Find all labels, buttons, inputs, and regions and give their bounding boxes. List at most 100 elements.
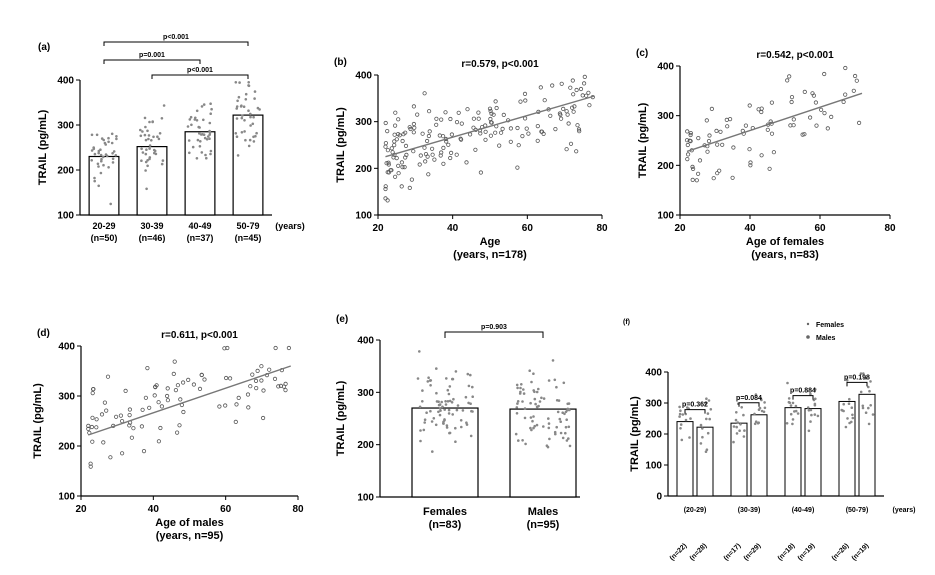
category-n-label: (n=50) bbox=[91, 233, 118, 243]
scatter-point bbox=[224, 404, 227, 407]
data-point bbox=[739, 423, 742, 426]
data-point bbox=[93, 177, 96, 180]
data-point bbox=[249, 124, 252, 127]
data-point bbox=[243, 105, 246, 108]
scatter-point bbox=[412, 150, 415, 153]
data-point bbox=[532, 415, 535, 418]
data-point bbox=[554, 433, 557, 436]
scatter-point bbox=[494, 131, 497, 134]
scatter-point bbox=[808, 116, 811, 119]
scatter-point bbox=[424, 160, 427, 163]
data-point bbox=[209, 122, 212, 125]
data-point bbox=[521, 439, 524, 442]
scatter-point bbox=[431, 153, 434, 156]
data-point bbox=[145, 153, 148, 156]
panel-label: (a) bbox=[38, 42, 50, 53]
scatter-point bbox=[460, 122, 463, 125]
data-point bbox=[154, 150, 157, 153]
y-tick-label: 100 bbox=[355, 211, 372, 222]
scatter-point bbox=[260, 379, 263, 382]
data-point bbox=[241, 114, 244, 117]
scatter-point bbox=[435, 117, 438, 120]
scatter-point bbox=[160, 405, 163, 408]
scatter-point bbox=[413, 126, 416, 129]
group-label: (20-29) bbox=[684, 507, 707, 514]
scatter-point bbox=[246, 393, 249, 396]
y-tick-label: 200 bbox=[355, 164, 372, 175]
y-tick-label: 400 bbox=[357, 336, 374, 347]
data-point bbox=[140, 159, 143, 162]
scatter-point bbox=[569, 142, 572, 145]
data-point bbox=[705, 418, 708, 421]
category-label: 50-79 bbox=[236, 221, 259, 231]
scatter-point bbox=[172, 372, 175, 375]
data-point bbox=[241, 117, 244, 120]
scatter-point bbox=[428, 130, 431, 133]
scatter-point bbox=[427, 134, 430, 137]
scatter-point bbox=[178, 424, 181, 427]
group-n-label: (n=18) bbox=[777, 542, 797, 562]
scatter-point bbox=[165, 394, 168, 397]
category-label: 30-39 bbox=[140, 221, 163, 231]
scatter-point bbox=[251, 373, 254, 376]
y-axis-label: TRAIL (pg/mL) bbox=[32, 383, 44, 459]
data-point bbox=[437, 411, 440, 414]
x-axis-label: Age bbox=[480, 236, 501, 248]
data-point bbox=[539, 400, 542, 403]
panel-a: (a)100200300400TRAIL (pg/mL)20-29(n=50)3… bbox=[37, 34, 305, 243]
data-point bbox=[528, 369, 531, 372]
x-axis-sublabel: (years, n=83) bbox=[751, 249, 819, 261]
scatter-point bbox=[468, 133, 471, 136]
data-point bbox=[111, 142, 114, 145]
data-point bbox=[682, 413, 685, 416]
data-point bbox=[529, 402, 532, 405]
data-point bbox=[792, 402, 795, 405]
scatter-point bbox=[198, 387, 201, 390]
data-point bbox=[810, 409, 813, 412]
data-point bbox=[107, 166, 110, 169]
scatter-point bbox=[572, 110, 575, 113]
data-point bbox=[862, 407, 865, 410]
data-point bbox=[205, 157, 208, 160]
y-tick-label: 300 bbox=[357, 388, 374, 399]
data-point bbox=[566, 409, 569, 412]
group-label: (50-79) bbox=[846, 507, 869, 514]
scatter-point bbox=[474, 148, 477, 151]
data-point bbox=[447, 400, 450, 403]
significance-label: p=0.084 bbox=[736, 395, 762, 402]
data-point bbox=[530, 381, 533, 384]
data-point bbox=[209, 131, 212, 134]
scatter-point bbox=[416, 113, 419, 116]
bar-females bbox=[677, 422, 693, 496]
scatter-point bbox=[441, 135, 444, 138]
significance-bracket bbox=[793, 396, 813, 400]
data-point bbox=[141, 130, 144, 133]
scatter-point bbox=[91, 416, 94, 419]
data-point bbox=[446, 424, 449, 427]
data-point bbox=[236, 135, 239, 138]
data-point bbox=[519, 391, 522, 394]
scatter-point bbox=[716, 143, 719, 146]
data-point bbox=[192, 146, 195, 149]
data-point bbox=[419, 440, 422, 443]
scatter-point bbox=[384, 197, 387, 200]
scatter-point bbox=[261, 416, 264, 419]
data-point bbox=[700, 442, 703, 445]
data-point bbox=[151, 120, 154, 123]
data-point bbox=[558, 399, 561, 402]
x-tick-label: 80 bbox=[292, 504, 304, 515]
data-point bbox=[247, 109, 250, 112]
data-point bbox=[524, 443, 527, 446]
data-point bbox=[795, 405, 798, 408]
group-label: (40-49) bbox=[792, 507, 815, 514]
data-point bbox=[537, 388, 540, 391]
data-point bbox=[536, 406, 539, 409]
scatter-point bbox=[100, 413, 103, 416]
data-point bbox=[786, 382, 789, 385]
data-point bbox=[547, 446, 550, 449]
scatter-point bbox=[95, 418, 98, 421]
data-point bbox=[115, 154, 118, 157]
data-point bbox=[187, 125, 190, 128]
scatter-point bbox=[536, 139, 539, 142]
data-point bbox=[869, 404, 872, 407]
